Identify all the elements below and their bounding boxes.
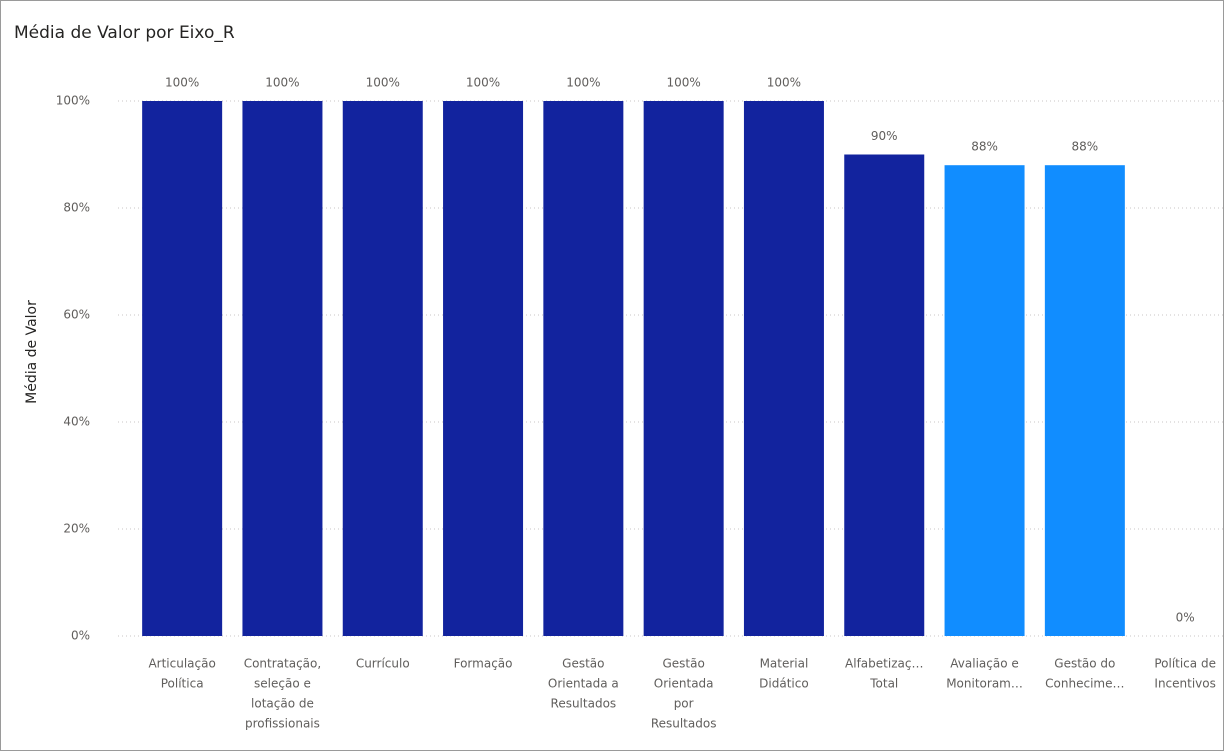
bar (643, 101, 724, 636)
x-tick-label: Contratação, (244, 657, 321, 671)
value-label: 100% (366, 76, 400, 90)
x-tick-label: Orientada (654, 677, 714, 691)
bar (242, 101, 323, 636)
x-tick-label: Gestão (562, 657, 604, 671)
bar (142, 101, 223, 636)
chart-title: Média de Valor por Eixo_R (14, 23, 235, 43)
x-tick-label: Orientada a (548, 677, 619, 691)
x-tick-label: Articulação (148, 657, 215, 671)
value-label: 88% (971, 140, 998, 154)
x-tick-label: seleção e (254, 677, 311, 691)
x-tick-label: Gestão do (1054, 657, 1115, 671)
x-tick-label: Currículo (356, 657, 410, 671)
x-tick-label: Gestão (662, 657, 704, 671)
value-label: 100% (165, 76, 199, 90)
x-tick-label: profissionais (245, 717, 320, 731)
x-tick-label: Total (869, 677, 898, 691)
x-tick-label: Monitoram… (946, 677, 1023, 691)
x-tick-label: Formação (454, 657, 513, 671)
x-tick-label: Resultados (551, 697, 617, 711)
value-label: 88% (1072, 140, 1099, 154)
x-tick-label: Didático (759, 677, 809, 691)
value-label: 100% (566, 76, 600, 90)
x-tick-label: Avaliação e (950, 657, 1018, 671)
value-label: 100% (767, 76, 801, 90)
y-tick-label: 80% (63, 201, 90, 215)
x-tick-label: Política (161, 677, 204, 691)
y-tick-label: 100% (56, 94, 90, 108)
bar (1044, 165, 1125, 636)
y-tick-label: 20% (63, 522, 90, 536)
x-tick-label: Material (760, 657, 809, 671)
x-tick-label: por (674, 697, 694, 711)
y-axis-title: Média de Valor (24, 300, 40, 404)
x-tick-label: Resultados (651, 717, 717, 731)
value-label: 90% (871, 129, 898, 143)
x-tick-label: Incentivos (1154, 677, 1215, 691)
bar (543, 101, 624, 636)
y-tick-label: 0% (71, 629, 90, 643)
x-tick-label: Conhecime… (1045, 677, 1124, 691)
y-tick-label: 40% (63, 415, 90, 429)
value-label: 0% (1176, 611, 1195, 625)
x-tick-label: lotação de (251, 697, 314, 711)
value-label: 100% (666, 76, 700, 90)
bar (443, 101, 524, 636)
value-label: 100% (466, 76, 500, 90)
bar (844, 154, 925, 636)
bar (743, 101, 824, 636)
bar (342, 101, 423, 636)
y-tick-label: 60% (63, 308, 90, 322)
bar (944, 165, 1025, 636)
x-tick-label: Política de (1154, 657, 1216, 671)
value-label: 100% (265, 76, 299, 90)
x-tick-label: Alfabetizaç… (845, 657, 923, 671)
